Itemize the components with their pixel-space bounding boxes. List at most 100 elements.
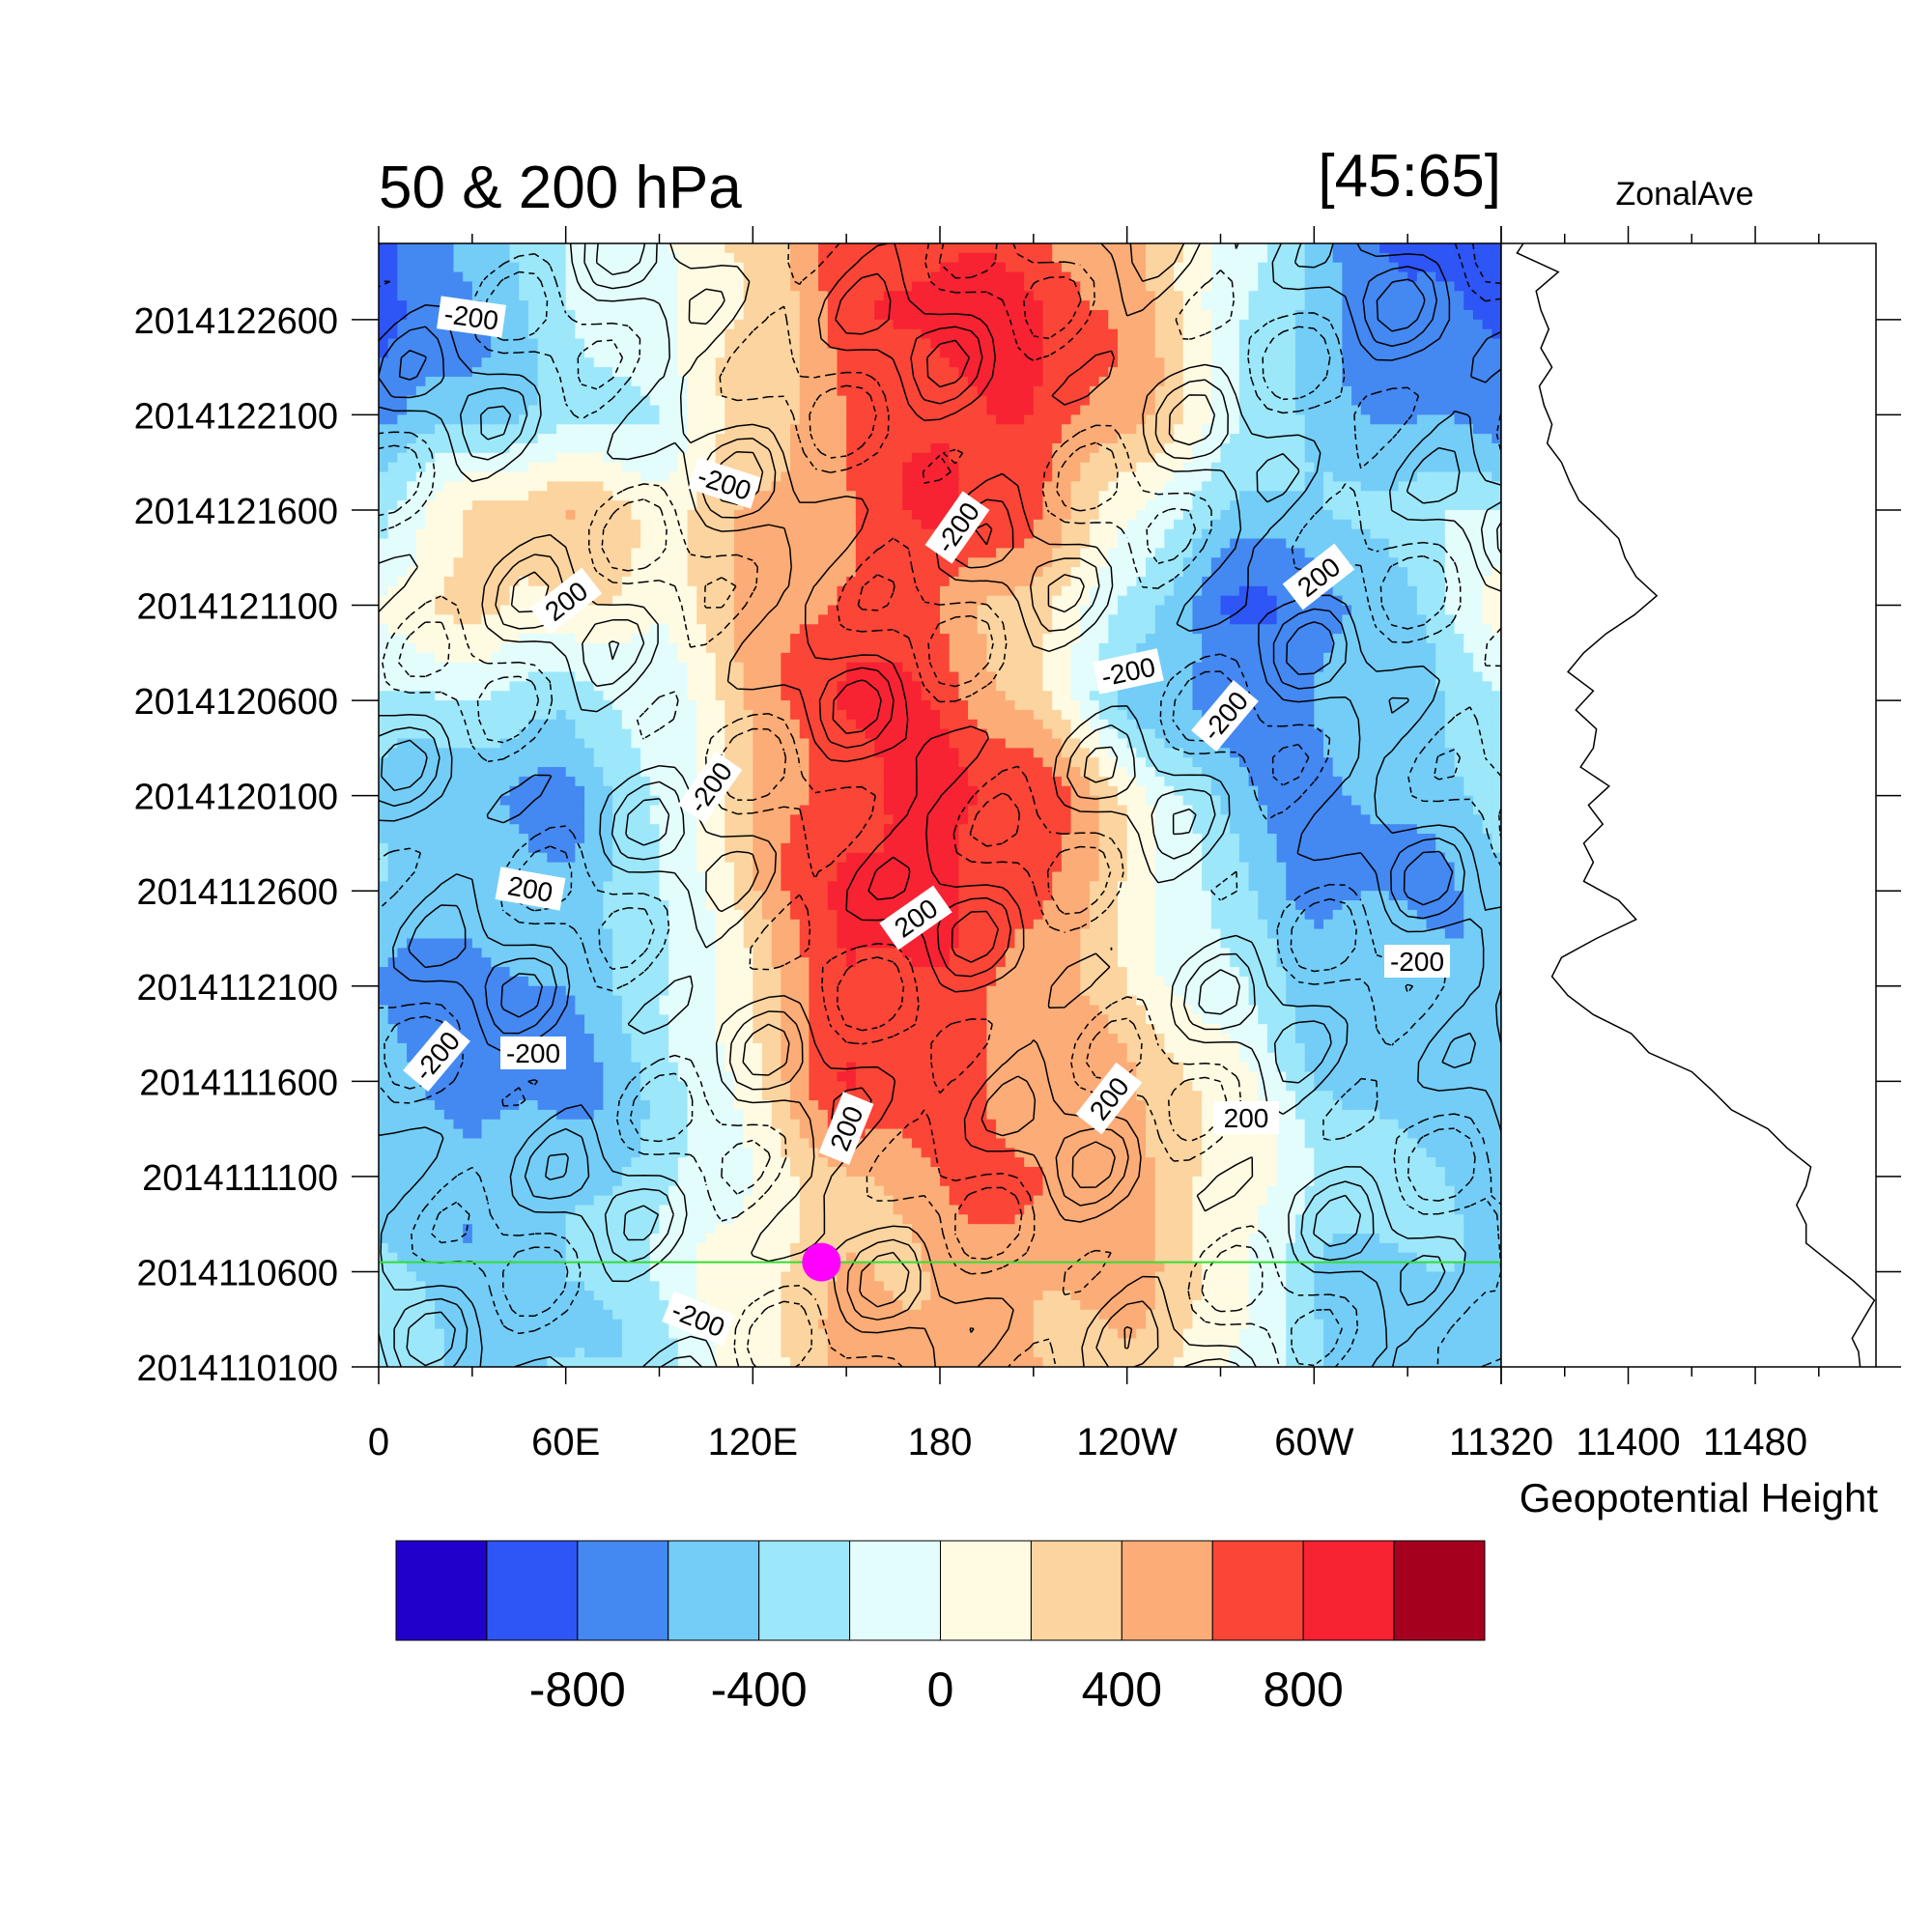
heatmap-cell (818, 357, 829, 368)
heatmap-cell (930, 434, 941, 444)
heatmap-cell (753, 414, 763, 425)
heatmap-cell (1136, 462, 1147, 473)
heatmap-cell (958, 395, 969, 407)
heatmap-cell (705, 424, 717, 435)
heatmap-cell (1146, 576, 1156, 587)
heatmap-cell (499, 357, 511, 368)
heatmap-cell (397, 538, 408, 550)
heatmap-cell (1332, 509, 1344, 521)
heatmap-cell (1136, 528, 1147, 540)
heatmap-cell (1398, 309, 1408, 321)
heatmap-cell (453, 557, 464, 568)
heatmap-cell (1126, 509, 1138, 521)
heatmap-cell (481, 395, 492, 407)
heatmap-cell (379, 624, 389, 635)
heatmap-cell (640, 538, 651, 550)
heatmap-cell (715, 414, 725, 425)
heatmap-cell (603, 500, 613, 511)
heatmap-cell (1304, 442, 1316, 454)
heatmap-cell (471, 538, 483, 550)
heatmap-cell (1416, 509, 1428, 521)
heatmap-cell (1192, 491, 1203, 501)
heatmap-cell (1342, 595, 1352, 607)
heatmap-cell (547, 319, 557, 330)
heatmap-cell (1276, 500, 1287, 511)
heatmap-cell (453, 491, 464, 501)
heatmap-cell (1482, 548, 1493, 558)
heatmap-cell (555, 528, 567, 540)
heatmap-cell (659, 585, 669, 597)
heatmap-cell (1005, 376, 1016, 387)
heatmap-cell (1098, 624, 1109, 635)
heatmap-cell (612, 262, 623, 273)
heatmap-cell (1164, 491, 1175, 501)
heatmap-cell (809, 271, 819, 283)
heatmap-cell (958, 243, 969, 254)
heatmap-cell (724, 576, 735, 587)
heatmap-cell (677, 528, 689, 540)
heatmap-cell (453, 328, 464, 340)
heatmap-cell (1136, 624, 1147, 635)
heatmap-cell (986, 252, 997, 264)
heatmap-cell (1398, 348, 1408, 358)
heatmap-cell (715, 500, 725, 511)
heatmap-cell (1435, 434, 1446, 444)
heatmap-cell (481, 500, 492, 511)
heatmap-cell (603, 557, 613, 568)
heatmap-cell (827, 252, 838, 264)
heatmap-cell (1492, 624, 1501, 635)
heatmap-cell (593, 291, 605, 301)
heatmap-cell (1202, 500, 1212, 511)
heatmap-cell (659, 348, 669, 358)
heatmap-cell (425, 252, 436, 264)
heatmap-cell (1435, 595, 1446, 607)
heatmap-cell (930, 614, 941, 625)
heatmap-cell (1370, 414, 1380, 425)
heatmap-cell (1454, 385, 1464, 397)
heatmap-cell (547, 262, 557, 273)
heatmap-cell (640, 634, 651, 644)
heatmap-cell (874, 614, 885, 625)
heatmap-cell (1435, 528, 1446, 540)
heatmap-cell (1080, 367, 1091, 378)
heatmap-cell (584, 357, 595, 368)
heatmap-cell (921, 471, 932, 483)
heatmap-cell (1174, 605, 1184, 616)
heatmap-cell (1370, 624, 1380, 635)
heatmap-cell (949, 414, 960, 425)
heatmap-cell (753, 605, 763, 616)
heatmap-cell (1492, 414, 1501, 425)
heatmap-cell (874, 424, 885, 435)
heatmap-cell (1407, 557, 1418, 568)
heatmap-cell (893, 491, 903, 501)
heatmap-cell (1482, 328, 1493, 340)
heatmap-cell (968, 491, 979, 501)
heatmap-cell (1080, 385, 1091, 397)
heatmap-cell (1108, 319, 1119, 330)
heatmap-cell (1024, 300, 1035, 311)
heatmap-cell (481, 367, 492, 378)
heatmap-cell (809, 567, 819, 578)
heatmap-cell (499, 509, 511, 521)
heatmap-cell (547, 252, 557, 264)
heatmap-cell (893, 471, 903, 483)
heatmap-cell (1182, 271, 1194, 283)
heatmap-cell (874, 442, 885, 454)
heatmap-cell (1192, 252, 1203, 264)
heatmap-cell (846, 424, 857, 435)
heatmap-cell (1258, 434, 1268, 444)
heatmap-cell (837, 462, 847, 473)
heatmap-cell (621, 576, 633, 587)
heatmap-cell (1136, 243, 1147, 254)
heatmap-cell (612, 395, 623, 407)
heatmap-cell (435, 357, 445, 368)
heatmap-cell (940, 605, 951, 616)
heatmap-cell (1052, 576, 1063, 587)
heatmap-cell (603, 281, 613, 292)
heatmap-cell (902, 405, 913, 416)
heatmap-cell (1089, 567, 1100, 578)
heatmap-cell (1294, 500, 1306, 511)
heatmap-cell (668, 605, 679, 616)
heatmap-cell (640, 557, 651, 568)
heatmap-cell (425, 634, 436, 644)
